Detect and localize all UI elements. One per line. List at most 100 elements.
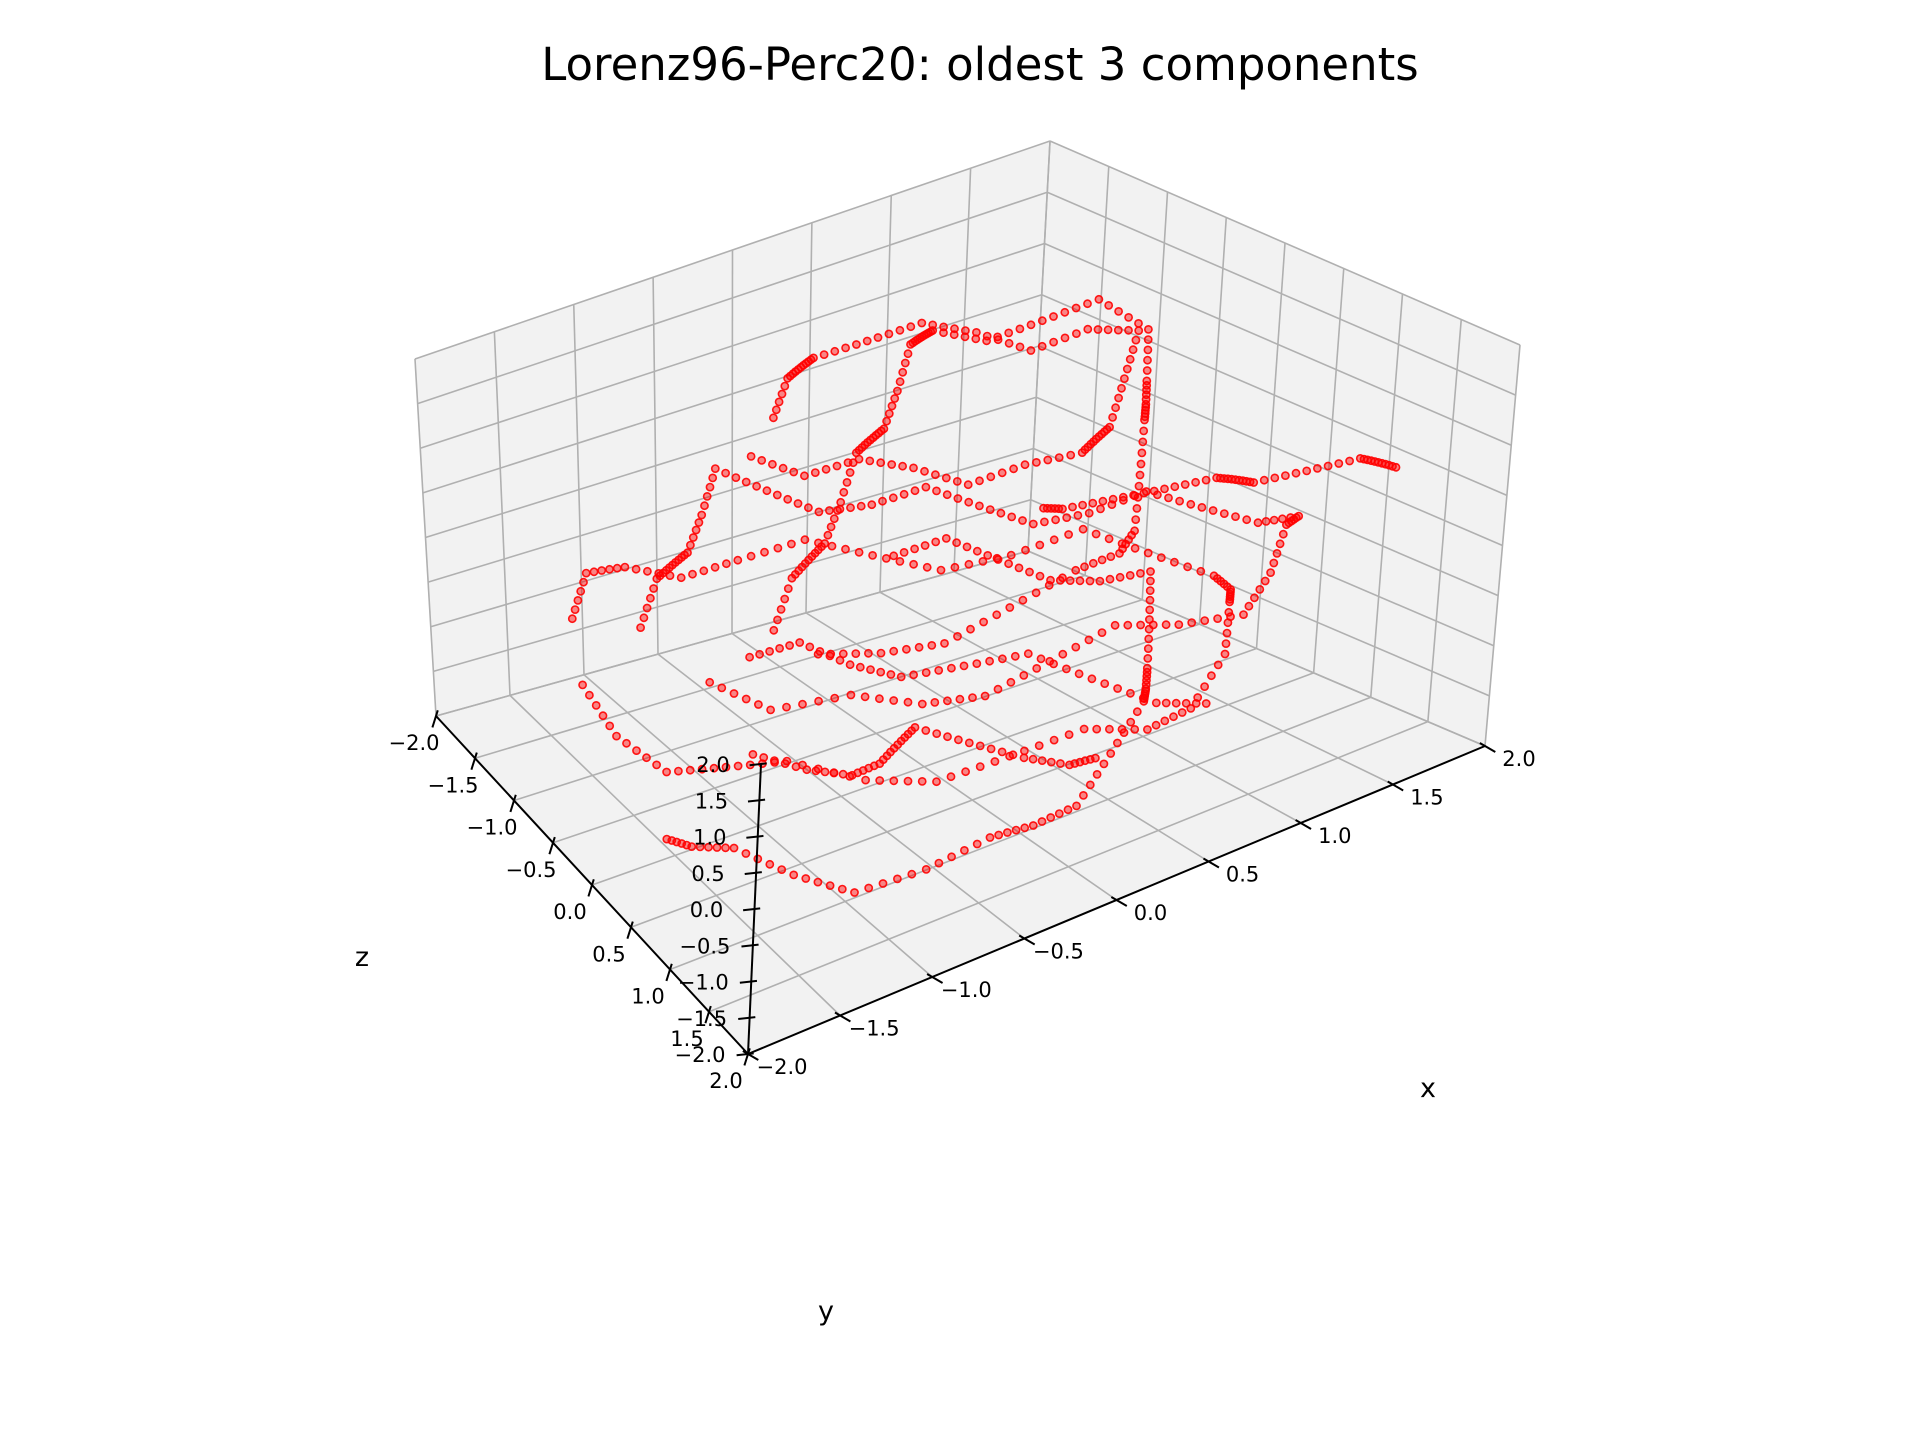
trajectory-point — [1144, 634, 1154, 644]
trajectory-point — [921, 668, 931, 677]
trajectory-point — [1201, 475, 1211, 485]
trajectory-point — [1088, 498, 1098, 508]
right-wall-grid-line — [1044, 242, 1512, 446]
trajectory-point — [1117, 539, 1127, 548]
trajectory-point — [810, 468, 820, 477]
data-point — [1146, 567, 1155, 576]
trajectory-point — [903, 776, 913, 786]
trajectory-point — [841, 343, 850, 353]
trajectory-point — [1093, 325, 1103, 334]
trajectory-point — [1345, 456, 1354, 466]
data-point — [854, 454, 864, 464]
trajectory-point — [1063, 805, 1073, 815]
y-axis-tick — [704, 1005, 712, 1024]
trajectory-point — [1040, 517, 1049, 527]
trajectory-point — [1221, 639, 1231, 648]
trajectory-point — [943, 696, 952, 706]
data-point — [802, 765, 812, 775]
floor-grid-line — [1027, 550, 1486, 747]
data-point — [1071, 565, 1081, 575]
trajectory-point — [798, 699, 807, 709]
trajectory-point — [826, 522, 836, 532]
trajectory-point — [1099, 759, 1109, 769]
right-wall-grid-line — [1369, 293, 1404, 698]
trajectory-point — [983, 551, 993, 560]
trajectory-point — [835, 655, 845, 665]
trajectory-point — [685, 765, 695, 775]
trajectory-point — [1132, 503, 1142, 513]
trajectory-point — [865, 456, 875, 466]
trajectory-point — [1113, 684, 1122, 693]
trajectory-point — [704, 842, 713, 852]
data-point — [705, 677, 715, 687]
x-axis-tick-label: 0.0 — [1134, 901, 1167, 925]
data-point — [1095, 576, 1105, 586]
trajectory-point — [1026, 320, 1036, 330]
trajectory-point — [852, 340, 861, 349]
data-point — [1046, 575, 1055, 585]
trajectory-point — [910, 486, 920, 496]
trajectory-point — [909, 559, 918, 569]
x-axis-tick-label: 1.0 — [1318, 824, 1351, 848]
trajectory-point — [1105, 574, 1115, 584]
trajectory-point — [598, 711, 608, 721]
trajectory-point — [1114, 393, 1123, 403]
data-point — [867, 500, 877, 510]
z-axis-tick-label: 1.5 — [695, 789, 728, 813]
trajectory-point — [1278, 514, 1287, 524]
data-point — [940, 639, 949, 648]
trajectory-point — [888, 493, 898, 503]
trajectory-point — [1064, 730, 1074, 739]
trajectory-point — [998, 654, 1007, 664]
trajectory-point — [878, 496, 887, 506]
trajectory-point — [605, 564, 614, 574]
right-wall-grid-line — [1484, 344, 1521, 747]
trajectory-point — [705, 482, 715, 492]
trajectory-point — [1079, 791, 1088, 800]
trajectory-point — [1058, 649, 1068, 659]
right-wall-grid-line — [1038, 345, 1503, 547]
trajectory-point — [953, 494, 963, 503]
trajectory-point — [996, 508, 1006, 518]
data-point — [1005, 603, 1015, 612]
trajectory-point — [941, 473, 951, 483]
trajectory-point — [774, 397, 784, 407]
trajectory-point — [942, 490, 952, 500]
trajectory-point — [1078, 500, 1087, 510]
trajectory-point — [1004, 559, 1013, 569]
trajectory-point — [961, 326, 970, 335]
trajectory-point — [906, 322, 916, 332]
trajectory-point — [699, 566, 709, 576]
trajectory-point — [898, 367, 908, 377]
trajectory-point — [1138, 693, 1148, 703]
data-point — [769, 413, 778, 423]
trajectory-point — [1056, 759, 1065, 768]
trajectory-point — [846, 503, 855, 513]
trajectory-point — [1181, 698, 1191, 708]
trajectory-point — [1105, 724, 1114, 734]
data-point — [876, 648, 886, 658]
data-point — [1006, 550, 1016, 560]
trajectory-point — [1160, 716, 1170, 726]
trajectory-point — [1064, 530, 1073, 539]
x-axis-tick-label: 1.5 — [1410, 786, 1443, 810]
trajectory-point — [1145, 595, 1155, 605]
data-point — [662, 767, 671, 777]
data-point — [581, 568, 591, 578]
data-point — [917, 318, 927, 328]
trajectory-point — [830, 693, 840, 703]
back-wall-grid-line — [420, 242, 1045, 450]
trajectory-point — [1006, 677, 1016, 687]
back-wall-grid-line — [417, 191, 1048, 405]
data-point — [1083, 324, 1093, 334]
trajectory-point — [1186, 499, 1196, 509]
data-point — [879, 424, 889, 434]
trajectory-point — [829, 514, 839, 524]
trajectory-point — [1071, 303, 1081, 313]
trajectory-point — [1334, 459, 1344, 468]
trajectory-point — [986, 744, 996, 754]
trajectory-point — [773, 543, 783, 553]
trajectory-point — [1270, 473, 1280, 483]
right-wall-grid-line — [1041, 294, 1508, 497]
trajectory-point — [1126, 688, 1135, 698]
